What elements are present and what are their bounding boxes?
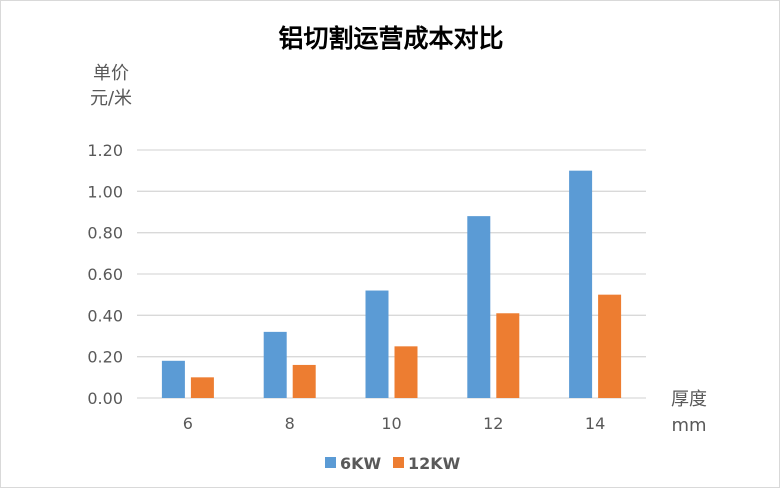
bar-6KW-12 — [467, 216, 491, 398]
bar-6KW-8 — [263, 331, 287, 398]
y-tick-label: 1.00 — [87, 182, 123, 201]
y-tick-label: 0.80 — [87, 224, 123, 243]
bar-12KW-14 — [598, 294, 622, 398]
x-tick-label: 14 — [585, 414, 605, 433]
bar-6KW-6 — [161, 360, 185, 398]
bar-12KW-10 — [394, 346, 418, 398]
x-axis-label-line1: 厚度 — [671, 389, 707, 410]
y-tick-label: 0.20 — [87, 348, 123, 367]
chart-title: 铝切割运营成本对比 — [278, 24, 503, 53]
bar-12KW-8 — [292, 364, 316, 398]
y-tick-label: 0.60 — [87, 265, 123, 284]
bar-12KW-6 — [190, 377, 214, 398]
legend-label-12KW: 12KW — [408, 454, 461, 473]
x-tick-label: 8 — [285, 414, 295, 433]
bar-6KW-10 — [365, 290, 389, 398]
y-tick-label: 0.00 — [87, 389, 123, 408]
y-tick-label: 1.20 — [87, 141, 123, 160]
bar-6KW-14 — [569, 170, 593, 398]
legend-label-6KW: 6KW — [340, 454, 382, 473]
legend-swatch-6KW — [325, 457, 336, 468]
bar-12KW-12 — [496, 313, 520, 398]
legend-swatch-12KW — [393, 457, 404, 468]
x-axis-label-line2: mm — [671, 415, 706, 436]
x-tick-label: 12 — [483, 414, 503, 433]
x-tick-label: 6 — [183, 414, 193, 433]
x-tick-label: 10 — [381, 414, 401, 433]
y-tick-label: 0.40 — [87, 306, 123, 325]
y-axis-label-line2: 元/米 — [90, 88, 132, 109]
y-axis-label-line1: 单价 — [93, 63, 129, 84]
